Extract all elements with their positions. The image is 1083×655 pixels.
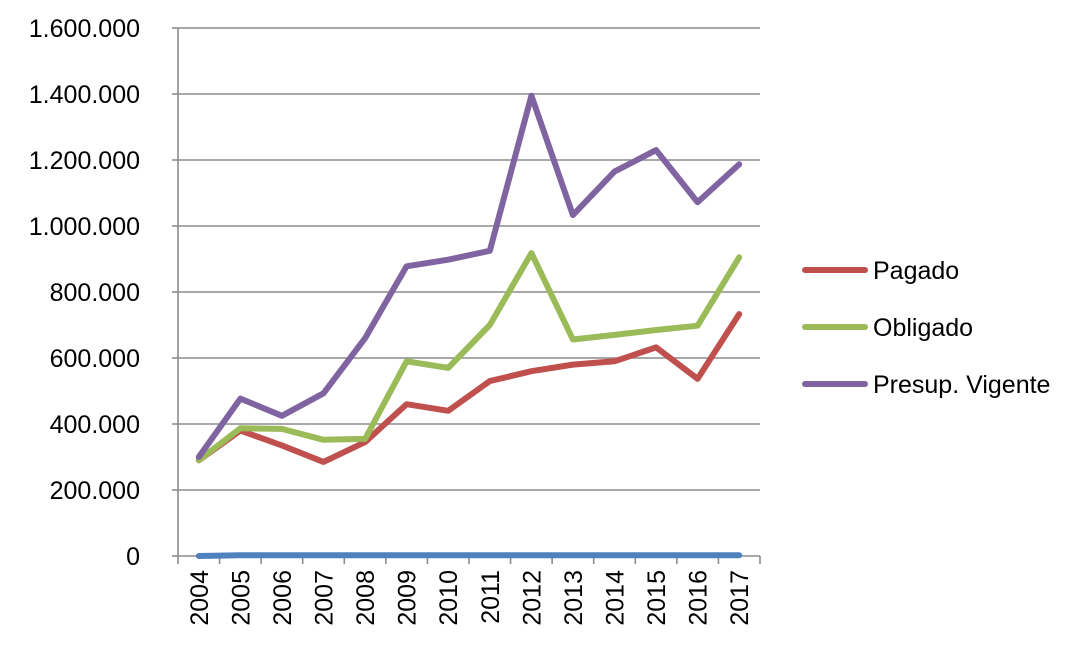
x-tick-label: 2004 <box>186 570 214 626</box>
x-axis-tick-labels: 2004 2005 2006 2007 2008 2009 2010 2011 2012 2013… <box>186 570 754 626</box>
legend: Pagado Obligado Presup. Vigente <box>805 257 1050 399</box>
y-tick-label: 1.600.000 <box>29 15 140 43</box>
series-line-obligado <box>199 253 739 460</box>
x-tick-label: 2005 <box>227 570 255 626</box>
legend-item: Presup. Vigente <box>805 371 1050 399</box>
series-line-presup-vigente <box>199 96 739 457</box>
series-lines <box>199 96 739 556</box>
y-tick-label: 0 <box>126 543 140 571</box>
chart-svg: 0 200.000 400.000 600.000 800.000 1.000.000 1.… <box>0 0 1083 650</box>
x-tick-label: 2012 <box>518 570 546 626</box>
x-tick-label: 2015 <box>643 570 671 626</box>
x-tick-label: 2009 <box>394 570 422 626</box>
series-line-pagado <box>199 314 739 462</box>
legend-item: Pagado <box>805 257 959 285</box>
legend-item: Obligado <box>805 314 973 342</box>
y-tick-label: 200.000 <box>50 477 140 505</box>
legend-label: Presup. Vigente <box>873 371 1050 399</box>
y-tick-label: 1.400.000 <box>29 81 140 109</box>
legend-label: Obligado <box>873 314 973 342</box>
x-tick-label: 2010 <box>435 570 463 626</box>
x-tick-label: 2013 <box>560 570 588 626</box>
y-tick-label: 1.200.000 <box>29 147 140 175</box>
y-tick-label: 800.000 <box>50 279 140 307</box>
gridlines <box>178 28 760 490</box>
axes <box>172 28 760 564</box>
x-tick-label: 2008 <box>352 570 380 626</box>
x-tick-label: 2017 <box>726 570 754 626</box>
legend-label: Pagado <box>873 257 959 285</box>
x-tick-label: 2016 <box>685 570 713 626</box>
y-tick-label: 1.000.000 <box>29 213 140 241</box>
x-tick-label: 2011 <box>477 570 505 624</box>
y-axis-tick-labels: 0 200.000 400.000 600.000 800.000 1.000.000 1.… <box>29 15 140 571</box>
x-tick-label: 2007 <box>311 570 339 626</box>
series-line-baseline <box>199 555 739 556</box>
y-tick-label: 600.000 <box>50 345 140 373</box>
x-tick-label: 2006 <box>269 570 297 626</box>
y-tick-label: 400.000 <box>50 411 140 439</box>
x-tick-label: 2014 <box>602 570 630 626</box>
line-chart: 0 200.000 400.000 600.000 800.000 1.000.000 1.… <box>0 0 1083 650</box>
